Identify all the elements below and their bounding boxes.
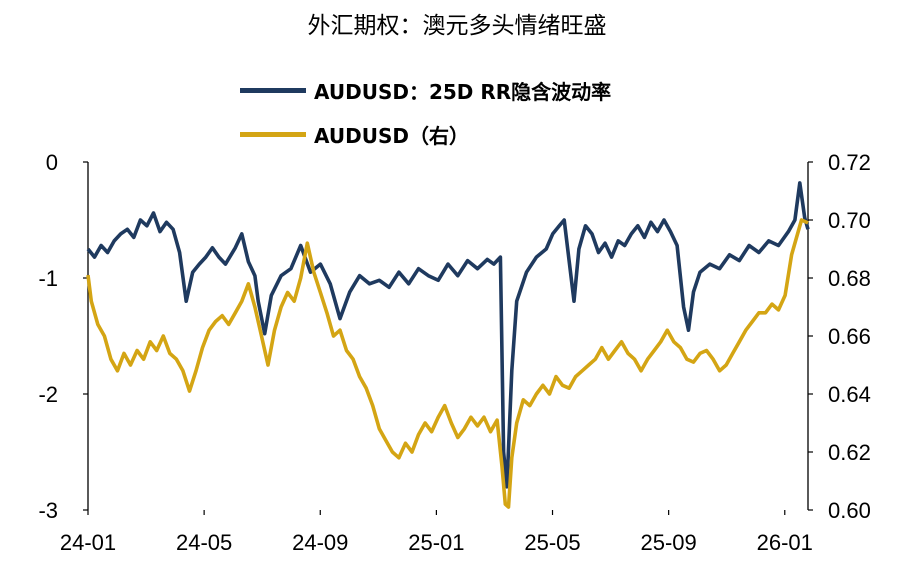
legend-label-rr: AUDUSD：25D RR隐含波动率 (314, 80, 612, 104)
x-tick-label: 25-05 (524, 530, 580, 555)
x-tick-label: 24-01 (60, 530, 116, 555)
right-tick-label: 0.60 (828, 498, 871, 523)
x-tick-label: 25-01 (408, 530, 464, 555)
legend-item-rr: AUDUSD：25D RR隐含波动率 (240, 76, 611, 105)
chart-title: 外汇期权：澳元多头情绪旺盛 (307, 13, 607, 39)
right-tick-label: 0.66 (828, 324, 871, 349)
legend-swatch-audusd (240, 132, 306, 137)
right-tick-label: 0.62 (828, 440, 871, 465)
series-line-audusd (86, 218, 809, 509)
series-line-rr (86, 181, 810, 489)
x-tick-label: 24-09 (292, 530, 348, 555)
right-tick-label: 0.72 (828, 150, 871, 175)
right-tick-label: 0.64 (828, 382, 871, 407)
right-tick-label: 0.68 (828, 266, 871, 291)
x-tick-label: 25-09 (641, 530, 697, 555)
left-tick-label: -2 (38, 382, 58, 407)
x-tick-label: 24-05 (176, 530, 232, 555)
x-tick-label: 26-01 (757, 530, 813, 555)
right-tick-label: 0.70 (828, 208, 871, 233)
legend-item-audusd: AUDUSD（右） (240, 120, 469, 149)
left-tick-label: -3 (38, 498, 58, 523)
left-tick-label: 0 (46, 150, 58, 175)
left-tick-label: -1 (38, 266, 58, 291)
legend-label-audusd: AUDUSD（右） (314, 124, 469, 148)
legend-swatch-rr (240, 88, 306, 93)
